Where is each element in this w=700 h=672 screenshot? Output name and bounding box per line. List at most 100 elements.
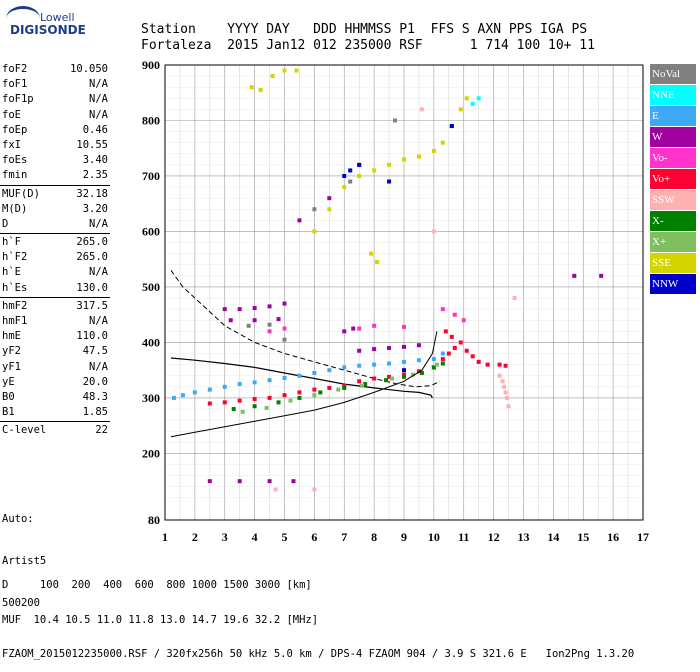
trace-point: [222, 400, 227, 405]
trace-point: [402, 344, 406, 349]
trace-point: [282, 326, 287, 331]
x-tick-label: 2: [192, 530, 198, 544]
param-value: 110.0: [76, 330, 108, 343]
trace-point: [431, 357, 436, 362]
trace-point: [500, 379, 505, 384]
trace-point: [476, 359, 481, 364]
param-value: 32.18: [76, 187, 108, 200]
trace-point: [312, 393, 317, 398]
y-tick-label: 500: [142, 280, 160, 294]
trace-point: [416, 343, 421, 348]
trace-point: [387, 374, 392, 379]
param-row: hmE 110.0: [0, 329, 110, 344]
trace-point: [446, 351, 451, 356]
trace-point: [237, 382, 242, 387]
param-row: hmF2 317.5: [0, 299, 110, 314]
trace-point: [357, 173, 362, 178]
legend-item: NoVal: [650, 64, 696, 84]
param-name: h`E: [2, 266, 21, 279]
trace-point: [360, 383, 365, 388]
trace-point: [252, 397, 257, 402]
trace-point: [502, 384, 507, 389]
density-profile-line: [170, 357, 433, 399]
panel-separator: [0, 421, 110, 423]
param-value: 48.3: [82, 390, 108, 403]
trace-point: [297, 218, 302, 223]
trace-point: [416, 358, 421, 363]
logo-lowell: Lowell: [40, 11, 75, 24]
trace-point: [297, 390, 302, 395]
trace-point: [506, 404, 511, 409]
legend-item: SSW: [650, 190, 696, 210]
trace-point: [440, 357, 445, 362]
dashed-profile-line: [170, 270, 441, 388]
legend-item: Vo-: [650, 148, 696, 168]
trace-point: [357, 162, 362, 167]
trace-point: [351, 326, 356, 331]
trace-point: [282, 68, 287, 73]
trace-point: [342, 385, 347, 390]
trace-point: [416, 154, 421, 159]
trace-point: [464, 96, 469, 101]
trace-point: [357, 379, 362, 384]
plot-frame: [164, 64, 644, 521]
param-row: fmin 2.35: [0, 168, 110, 183]
trace-point: [180, 393, 185, 398]
trace-point: [452, 345, 457, 350]
distance-row: D 100 200 400 600 800 1000 1500 3000 [km…: [2, 579, 312, 591]
param-row: yE 20.0: [0, 375, 110, 390]
legend-item: NNW: [650, 274, 696, 294]
trace-point: [375, 259, 380, 264]
header-values: Fortaleza 2015 Jan12 012 235000 RSF 1 71…: [141, 38, 595, 53]
trace-point: [470, 101, 475, 106]
trace-point: [273, 487, 278, 492]
trace-point: [252, 404, 257, 409]
trace-point: [402, 359, 406, 364]
trace-point: [402, 368, 406, 373]
trace-point: [384, 378, 389, 383]
trace-point: [327, 196, 332, 201]
param-row: B0 48.3: [0, 390, 110, 405]
trace-point: [258, 87, 263, 92]
trace-point: [318, 390, 323, 395]
trace-point: [402, 374, 406, 379]
x-tick-label: 1: [162, 530, 168, 544]
param-row: foF2 10.050: [0, 62, 110, 77]
trace-point: [207, 387, 212, 392]
y-tick-label: 900: [142, 58, 160, 72]
param-value: 20.0: [82, 375, 108, 388]
x-tick-label: 5: [282, 530, 288, 544]
param-name: h`Es: [2, 281, 28, 294]
trace-point: [312, 487, 317, 492]
trace-point: [387, 162, 392, 167]
trace-point: [294, 68, 299, 73]
trace-point: [336, 387, 341, 392]
param-value: 3.20: [82, 202, 108, 215]
trace-point: [237, 479, 242, 484]
param-value: N/A: [89, 93, 108, 106]
x-tick-label: 9: [401, 530, 407, 544]
trace-point: [207, 479, 212, 484]
trace-point: [282, 337, 287, 342]
trace-point: [282, 301, 287, 306]
trace-point: [282, 393, 287, 398]
trace-point: [357, 326, 362, 331]
trace-point: [461, 318, 466, 323]
trace-point: [297, 395, 302, 400]
legend-item: X-: [650, 211, 696, 231]
param-row: foE N/A: [0, 108, 110, 123]
x-tick-label: 8: [371, 530, 377, 544]
trace-point: [252, 380, 257, 385]
x-tick-label: 11: [458, 530, 469, 544]
param-value: 22: [95, 424, 108, 437]
param-value: 2.35: [82, 169, 108, 182]
param-name: h`F: [2, 236, 21, 249]
param-name: hmF2: [2, 299, 28, 312]
trace-point: [497, 373, 502, 378]
param-name: foF2: [2, 63, 28, 75]
trace-point: [387, 361, 392, 366]
trace-point: [171, 395, 176, 400]
trace-point: [449, 334, 454, 339]
trace-point: [497, 362, 502, 367]
trace-point: [458, 107, 463, 112]
